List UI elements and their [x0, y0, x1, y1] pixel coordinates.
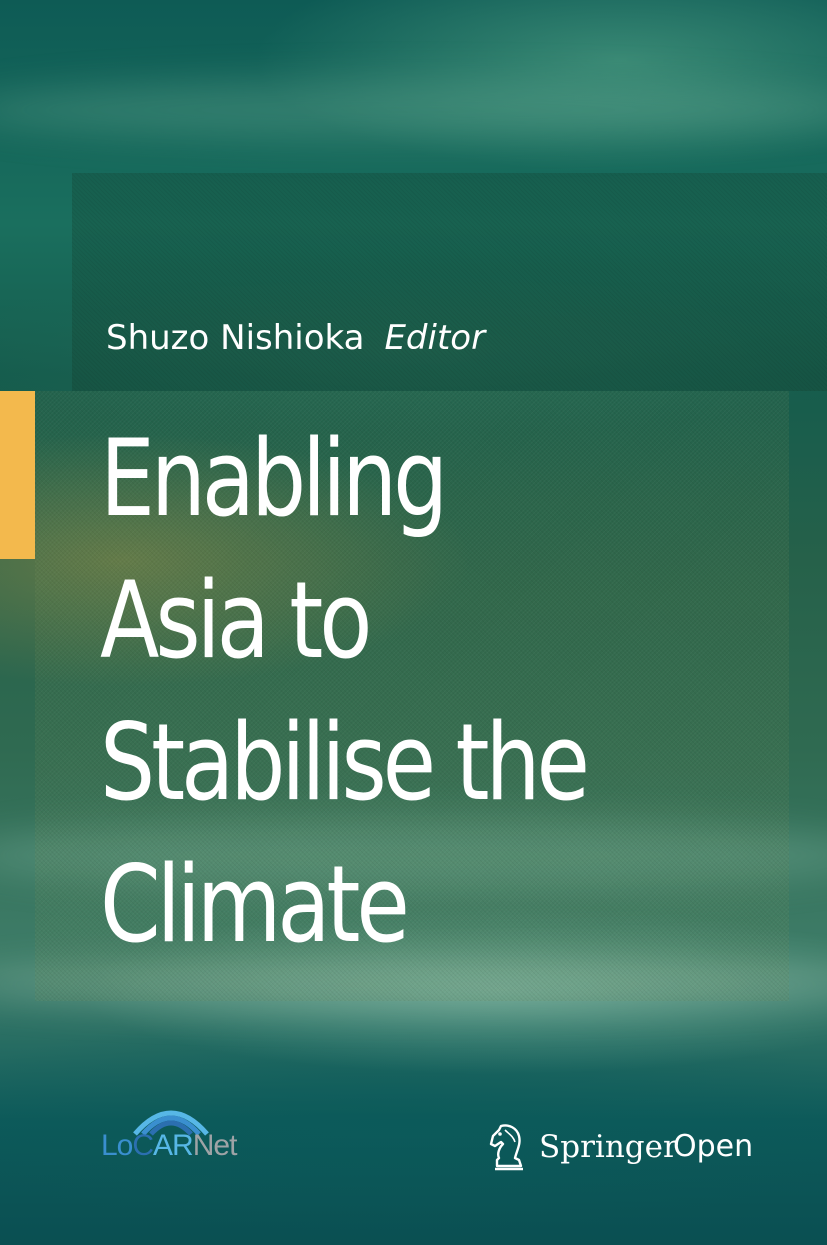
- springer-name: Springer: [539, 1129, 678, 1165]
- editor-role: Editor: [384, 318, 486, 358]
- accent-bar: [0, 391, 35, 559]
- book-title: Enabling Asia to Stabilise the Climate: [100, 408, 674, 976]
- editor-name: Shuzo Nishioka: [106, 318, 365, 358]
- title-line-3: Stabilise the: [100, 701, 590, 824]
- locarnet-c: C: [132, 1129, 154, 1162]
- arc-waves-icon: [133, 1110, 209, 1136]
- background-streak: [0, 80, 827, 140]
- chess-knight-icon: [489, 1124, 523, 1171]
- editor-line: Shuzo Nishioka Editor: [106, 312, 485, 364]
- title-line-2: Asia to: [100, 559, 372, 682]
- springer-open-label: Open: [673, 1129, 754, 1164]
- background-streak: [0, 960, 827, 1010]
- springer-open-logo: Springer Open: [487, 1122, 757, 1182]
- locarnet-lo: Lo: [101, 1129, 133, 1162]
- upper-panel: [72, 173, 827, 391]
- locarnet-net: Net: [192, 1129, 238, 1162]
- locarnet-ar: AR: [153, 1129, 194, 1162]
- locarnet-wordmark: LoCARNet: [101, 1129, 238, 1163]
- title-panel: [35, 391, 789, 1001]
- title-line-1: Enabling: [100, 417, 448, 540]
- locarnet-logo: LoCARNet: [101, 1096, 251, 1168]
- background-streak: [0, 820, 827, 890]
- title-line-4: Climate: [100, 843, 410, 966]
